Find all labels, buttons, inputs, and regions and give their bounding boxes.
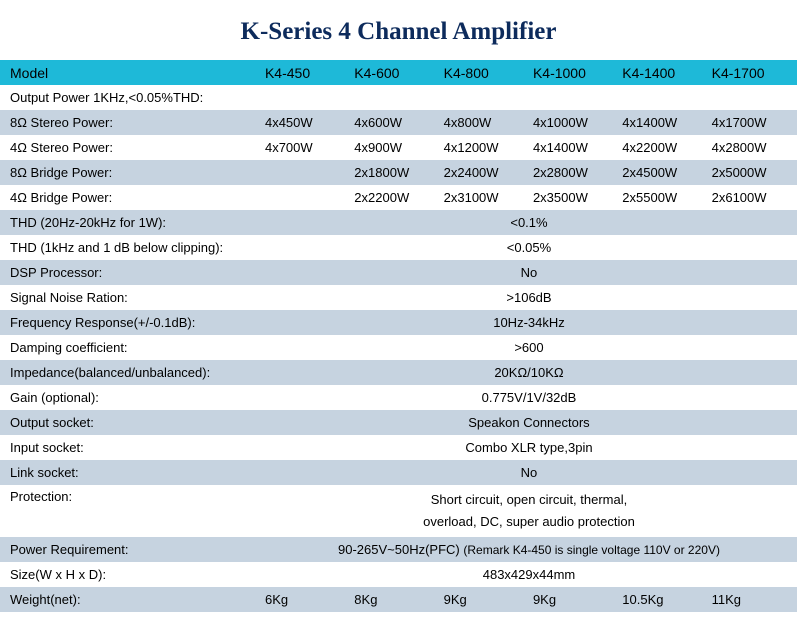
span-value: Combo XLR type,3pin bbox=[261, 435, 797, 460]
cell-value: 4x700W bbox=[261, 135, 350, 160]
row-label: Output socket: bbox=[0, 410, 261, 435]
model-col: K4-600 bbox=[350, 60, 439, 85]
row-label: 8Ω Bridge Power: bbox=[0, 160, 261, 185]
model-col: K4-1400 bbox=[618, 60, 707, 85]
table-row: 4Ω Bridge Power: 2x2200W2x3100W2x3500W2x5… bbox=[0, 185, 797, 210]
cell-value: 10.5Kg bbox=[618, 587, 707, 612]
row-label: THD (20Hz-20kHz for 1W): bbox=[0, 210, 261, 235]
row-label: Damping coefficient: bbox=[0, 335, 261, 360]
cell-value: 2x3500W bbox=[529, 185, 618, 210]
span-value: >600 bbox=[261, 335, 797, 360]
cell-value: 2x3100W bbox=[440, 185, 529, 210]
model-header: Model bbox=[0, 60, 261, 85]
cell-value: 4x1200W bbox=[440, 135, 529, 160]
table-row: THD (20Hz-20kHz for 1W):<0.1% bbox=[0, 210, 797, 235]
row-label: Protection: bbox=[0, 485, 261, 537]
cell-value bbox=[261, 185, 350, 210]
model-col: K4-1000 bbox=[529, 60, 618, 85]
row-label: DSP Processor: bbox=[0, 260, 261, 285]
table-row: Size(W x H x D):483x429x44mm bbox=[0, 562, 797, 587]
cell-value: 2x5000W bbox=[708, 160, 797, 185]
power-value: 90-265V~50Hz(PFC) (Remark K4-450 is sing… bbox=[261, 537, 797, 562]
page-title: K-Series 4 Channel Amplifier bbox=[0, 0, 797, 60]
table-row: Gain (optional):0.775V/1V/32dB bbox=[0, 385, 797, 410]
row-label: Gain (optional): bbox=[0, 385, 261, 410]
table-row: Output Power 1KHz,<0.05%THD: bbox=[0, 85, 797, 110]
span-value: <0.05% bbox=[261, 235, 797, 260]
power-main: 90-265V~50Hz(PFC) bbox=[338, 542, 463, 557]
cell-value: 4x1400W bbox=[618, 110, 707, 135]
span-value: No bbox=[261, 460, 797, 485]
span-value: 483x429x44mm bbox=[261, 562, 797, 587]
span-value: 10Hz-34kHz bbox=[261, 310, 797, 335]
row-label: Signal Noise Ration: bbox=[0, 285, 261, 310]
span-value: Short circuit, open circuit, thermal,ove… bbox=[261, 485, 797, 537]
row-label: Frequency Response(+/-0.1dB): bbox=[0, 310, 261, 335]
cell-value: 2x5500W bbox=[618, 185, 707, 210]
table-row: Output socket:Speakon Connectors bbox=[0, 410, 797, 435]
cell-value: 9Kg bbox=[440, 587, 529, 612]
cell-value: 4x900W bbox=[350, 135, 439, 160]
row-label: Input socket: bbox=[0, 435, 261, 460]
table-row: Impedance(balanced/unbalanced):20KΩ/10KΩ bbox=[0, 360, 797, 385]
row-label: THD (1kHz and 1 dB below clipping): bbox=[0, 235, 261, 260]
cell-value: 2x6100W bbox=[708, 185, 797, 210]
table-row: Power Requirement:90-265V~50Hz(PFC) (Rem… bbox=[0, 537, 797, 562]
cell-value: 2x2400W bbox=[440, 160, 529, 185]
cell-value bbox=[261, 160, 350, 185]
spec-table: Model K4-450 K4-600 K4-800 K4-1000 K4-14… bbox=[0, 60, 797, 612]
cell-value: 2x2200W bbox=[350, 185, 439, 210]
row-label: Size(W x H x D): bbox=[0, 562, 261, 587]
table-row: 8Ω Stereo Power:4x450W4x600W4x800W4x1000… bbox=[0, 110, 797, 135]
model-col: K4-450 bbox=[261, 60, 350, 85]
cell-value: 2x4500W bbox=[618, 160, 707, 185]
table-row: Protection:Short circuit, open circuit, … bbox=[0, 485, 797, 537]
span-value: <0.1% bbox=[261, 210, 797, 235]
power-remark: (Remark K4-450 is single voltage 110V or… bbox=[463, 543, 720, 557]
cell-value: 4x1000W bbox=[529, 110, 618, 135]
cell-value: 4x2200W bbox=[618, 135, 707, 160]
row-label: 4Ω Stereo Power: bbox=[0, 135, 261, 160]
cell-value: 4x2800W bbox=[708, 135, 797, 160]
cell-value: 4x1700W bbox=[708, 110, 797, 135]
table-row: 8Ω Bridge Power: 2x1800W2x2400W2x2800W2x4… bbox=[0, 160, 797, 185]
cell-value: 4x800W bbox=[440, 110, 529, 135]
cell-value: 4x1400W bbox=[529, 135, 618, 160]
table-header-row: Model K4-450 K4-600 K4-800 K4-1000 K4-14… bbox=[0, 60, 797, 85]
model-col: K4-800 bbox=[440, 60, 529, 85]
cell-value: 2x2800W bbox=[529, 160, 618, 185]
row-label: Power Requirement: bbox=[0, 537, 261, 562]
row-label: 4Ω Bridge Power: bbox=[0, 185, 261, 210]
row-label: Output Power 1KHz,<0.05%THD: bbox=[0, 85, 797, 110]
cell-value: 6Kg bbox=[261, 587, 350, 612]
span-value: No bbox=[261, 260, 797, 285]
table-row: DSP Processor:No bbox=[0, 260, 797, 285]
cell-value: 9Kg bbox=[529, 587, 618, 612]
row-label: Link socket: bbox=[0, 460, 261, 485]
table-row: Input socket:Combo XLR type,3pin bbox=[0, 435, 797, 460]
row-label: 8Ω Stereo Power: bbox=[0, 110, 261, 135]
table-row: Weight(net):6Kg8Kg9Kg9Kg10.5Kg11Kg bbox=[0, 587, 797, 612]
table-row: 4Ω Stereo Power:4x700W4x900W4x1200W4x140… bbox=[0, 135, 797, 160]
table-row: Link socket:No bbox=[0, 460, 797, 485]
cell-value: 2x1800W bbox=[350, 160, 439, 185]
cell-value: 4x600W bbox=[350, 110, 439, 135]
model-col: K4-1700 bbox=[708, 60, 797, 85]
table-row: Signal Noise Ration:>106dB bbox=[0, 285, 797, 310]
span-value: 0.775V/1V/32dB bbox=[261, 385, 797, 410]
cell-value: 4x450W bbox=[261, 110, 350, 135]
span-value: 20KΩ/10KΩ bbox=[261, 360, 797, 385]
row-label: Weight(net): bbox=[0, 587, 261, 612]
table-row: THD (1kHz and 1 dB below clipping):<0.05… bbox=[0, 235, 797, 260]
cell-value: 8Kg bbox=[350, 587, 439, 612]
span-value: >106dB bbox=[261, 285, 797, 310]
table-row: Damping coefficient:>600 bbox=[0, 335, 797, 360]
row-label: Impedance(balanced/unbalanced): bbox=[0, 360, 261, 385]
cell-value: 11Kg bbox=[708, 587, 797, 612]
span-value: Speakon Connectors bbox=[261, 410, 797, 435]
table-row: Frequency Response(+/-0.1dB):10Hz-34kHz bbox=[0, 310, 797, 335]
